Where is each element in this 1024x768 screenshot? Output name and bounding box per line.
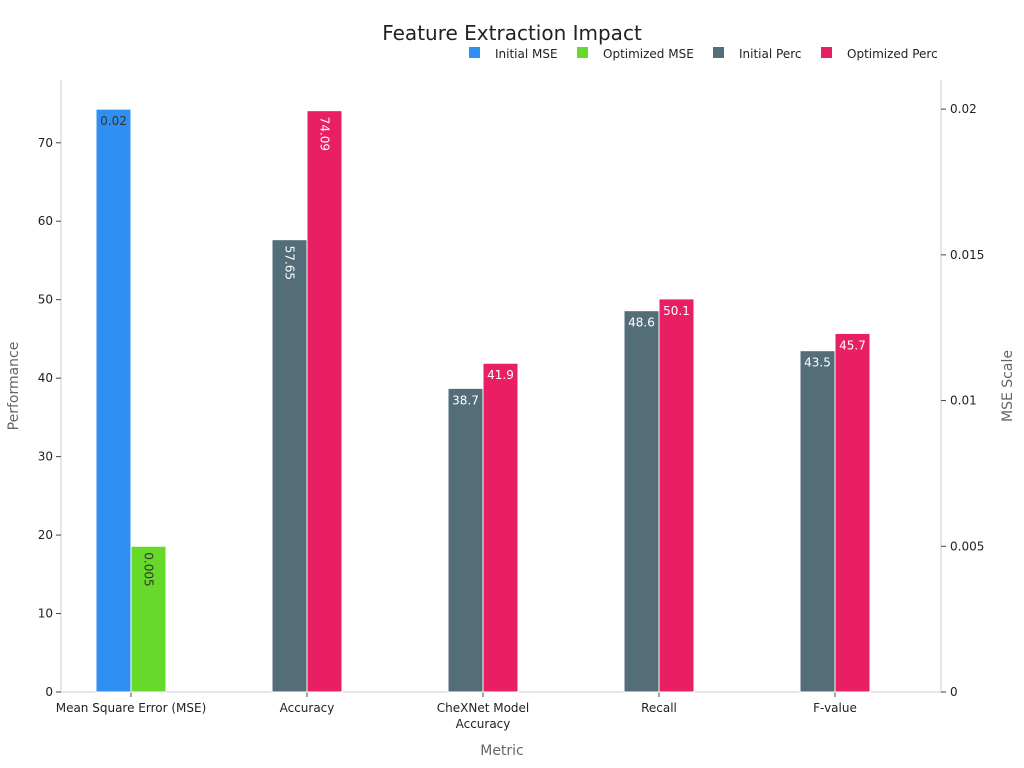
y-tick-right-label: 0.015 [950, 248, 984, 262]
bar-initial-perc [271, 239, 308, 693]
legend-item-optimized-perc: Optimized Perc [821, 47, 938, 61]
bars-group: 0.02 0.005 57.65 74.09 38.7 41.9 48.6 50.1 43.5 4… [95, 108, 871, 693]
x-tick-label-line: Mean Square Error (MSE) [56, 701, 207, 715]
bar-initial-mse [95, 108, 132, 693]
data-label-optimized-perc: 50.1 [663, 304, 690, 318]
legend-swatch [577, 47, 588, 58]
data-label-initial-perc: 57.65 [283, 246, 297, 280]
bar-optimized-perc [482, 362, 519, 693]
y-tick-right-label: 0 [950, 685, 958, 699]
y-axis-left: 0 10 20 30 40 50 60 70 [38, 80, 62, 699]
legend-label: Initial MSE [495, 47, 558, 61]
legend-label: Optimized MSE [603, 47, 694, 61]
legend-item-initial-mse: Initial MSE [469, 47, 558, 61]
x-axis-label: Metric [480, 743, 524, 759]
bar-initial-perc [623, 310, 660, 693]
data-label-initial-perc: 48.6 [628, 316, 655, 330]
legend-label: Optimized Perc [847, 47, 938, 61]
y-tick-left-label: 50 [38, 293, 53, 307]
y-tick-right-label: 0.01 [950, 394, 977, 408]
bar-initial-perc [447, 387, 484, 693]
data-label-initial-perc: 38.7 [452, 393, 479, 407]
data-label-initial-mse: 0.02 [100, 114, 127, 128]
legend-swatch [469, 47, 480, 58]
x-tick-label: F-value [813, 701, 857, 715]
y-axis-right: 0 0.005 0.01 0.015 0.02 [940, 80, 984, 699]
x-tick-label: Mean Square Error (MSE) [56, 701, 207, 715]
legend-swatch [821, 47, 832, 58]
legend: Initial MSE Optimized MSE Initial Perc Opti… [469, 47, 938, 61]
x-tick-label-line: F-value [813, 701, 857, 715]
y-tick-left-label: 30 [38, 450, 53, 464]
x-axis: Mean Square Error (MSE) Accuracy CheXNet M… [56, 691, 941, 731]
legend-label: Initial Perc [739, 47, 801, 61]
data-label-optimized-mse: 0.005 [142, 552, 156, 586]
y-tick-left-label: 40 [38, 371, 53, 385]
x-tick-label: CheXNet Model Accuracy [437, 701, 530, 731]
bar-optimized-perc [834, 332, 871, 693]
y2-axis-label: MSE Scale [1000, 350, 1016, 422]
y-tick-right-label: 0.02 [950, 102, 977, 116]
y-tick-left-label: 60 [38, 214, 53, 228]
x-tick-label-line: Accuracy [280, 701, 335, 715]
x-tick-label-line: Accuracy [456, 717, 511, 731]
x-tick-label: Accuracy [280, 701, 335, 715]
bar-optimized-perc [306, 110, 343, 693]
legend-item-initial-perc: Initial Perc [713, 47, 801, 61]
y-tick-left-label: 0 [45, 685, 53, 699]
x-tick-label-line: CheXNet Model [437, 701, 530, 715]
x-tick-label-line: Recall [641, 701, 677, 715]
bar-initial-perc [799, 350, 836, 693]
x-tick-label: Recall [641, 701, 677, 715]
y-tick-left-label: 70 [38, 136, 53, 150]
data-label-initial-perc: 43.5 [804, 356, 831, 370]
legend-swatch [713, 47, 724, 58]
legend-item-optimized-mse: Optimized MSE [577, 47, 694, 61]
data-label-optimized-perc: 41.9 [487, 368, 514, 382]
data-label-optimized-perc: 74.09 [318, 117, 332, 151]
bar-optimized-perc [658, 298, 695, 693]
y-tick-left-label: 10 [38, 607, 53, 621]
chart-title: Feature Extraction Impact [382, 21, 642, 45]
y-tick-left-label: 20 [38, 528, 53, 542]
bar-optimized-mse [130, 545, 167, 693]
data-label-optimized-perc: 45.7 [839, 338, 866, 352]
y-tick-right-label: 0.005 [950, 539, 984, 553]
y-axis-label: Performance [6, 342, 22, 431]
